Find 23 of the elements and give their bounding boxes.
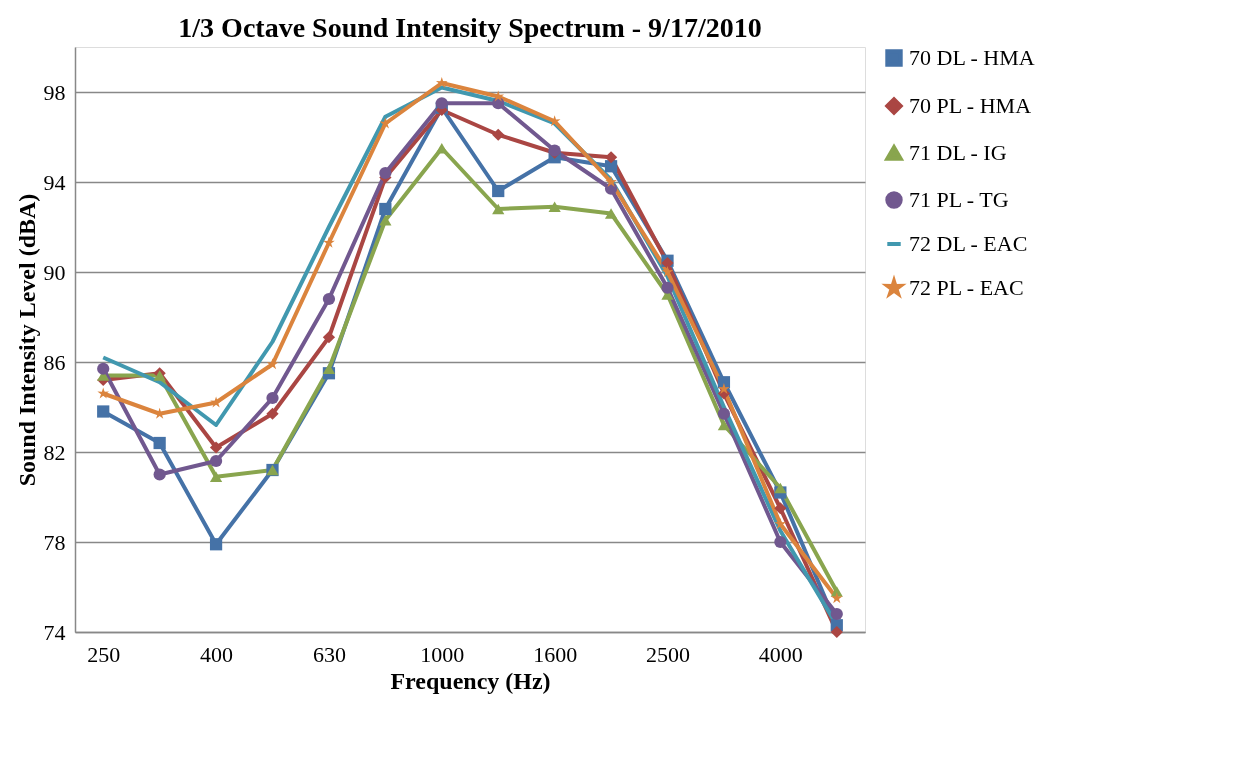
x-tick-label: 2500 [646, 641, 690, 667]
legend-label: 70 DL - HMA [909, 45, 1035, 70]
x-tick-label: 630 [312, 641, 346, 667]
x-tick-label: 250 [87, 641, 121, 667]
y-axis-title: Sound Intensity Level (dBA) [13, 193, 40, 487]
x-axis-title: Frequency (Hz) [390, 667, 551, 694]
chart-title: 1/3 Octave Sound Intensity Spectrum - 9/17/2010 [178, 12, 762, 43]
x-tick-label: 4000 [758, 641, 803, 667]
y-tick-label: 94 [43, 169, 66, 195]
y-tick-label: 86 [43, 349, 66, 375]
legend-label: 72 DL - EAC [909, 231, 1028, 256]
legend-label: 72 PL - EAC [909, 275, 1024, 300]
x-tick-label: 1600 [533, 641, 578, 667]
y-tick-label: 78 [43, 529, 66, 555]
legend-label: 70 PL - HMA [909, 93, 1032, 118]
legend-label: 71 DL - IG [909, 140, 1007, 165]
x-tick-label: 400 [200, 641, 234, 667]
legend-label: 71 PL - TG [909, 187, 1009, 212]
y-tick-label: 74 [43, 619, 66, 645]
y-tick-label: 98 [43, 79, 66, 105]
y-tick-label: 90 [43, 259, 66, 285]
y-tick-label: 82 [43, 439, 66, 465]
x-tick-label: 1000 [420, 641, 465, 667]
